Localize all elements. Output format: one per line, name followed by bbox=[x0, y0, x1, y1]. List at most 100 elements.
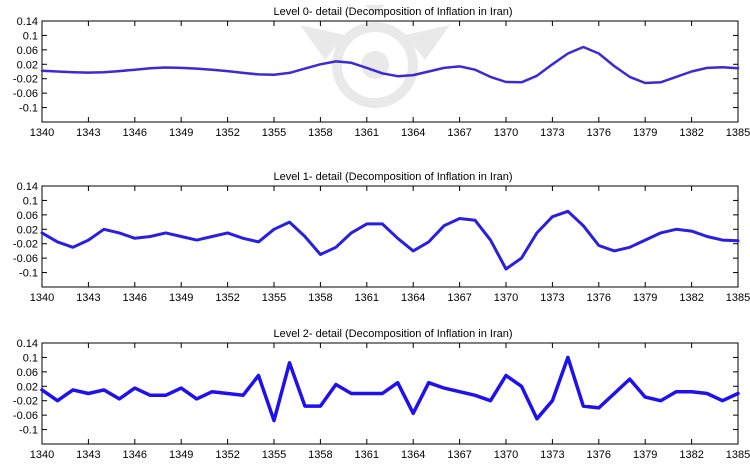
data-point bbox=[227, 232, 229, 234]
data-point bbox=[613, 65, 615, 67]
data-point bbox=[381, 223, 383, 225]
data-point bbox=[165, 394, 167, 396]
data-point bbox=[242, 237, 244, 239]
data-point bbox=[613, 393, 615, 394]
data-point bbox=[644, 239, 646, 241]
x-tick-label: 1382 bbox=[679, 449, 703, 461]
y-tick-label: 0.14 bbox=[17, 181, 38, 193]
data-point bbox=[567, 52, 569, 54]
data-point bbox=[335, 60, 337, 62]
y-tick-label: 0.1 bbox=[23, 195, 38, 207]
data-point bbox=[211, 391, 213, 393]
data-point bbox=[103, 228, 105, 230]
data-point bbox=[227, 393, 229, 394]
y-tick-label: -0.06 bbox=[13, 253, 38, 265]
data-point bbox=[474, 394, 476, 396]
y-tick-label: 0.14 bbox=[17, 16, 38, 28]
x-tick-label: 1376 bbox=[587, 292, 611, 304]
y-tick-label: 0.06 bbox=[17, 367, 38, 379]
x-tick-label: 1385 bbox=[726, 292, 750, 304]
data-point bbox=[582, 46, 584, 48]
x-tick-label: 1376 bbox=[587, 127, 611, 139]
data-point bbox=[412, 412, 414, 414]
data-point bbox=[675, 391, 677, 393]
data-point bbox=[412, 250, 414, 252]
data-point bbox=[737, 67, 739, 69]
x-tick-label: 1352 bbox=[215, 127, 239, 139]
data-point bbox=[675, 228, 677, 230]
data-point bbox=[134, 237, 136, 239]
data-point bbox=[56, 71, 58, 72]
data-point bbox=[737, 240, 739, 242]
y-tick-label: -0.1 bbox=[19, 268, 38, 280]
x-tick-label: 1367 bbox=[447, 449, 471, 461]
data-point bbox=[273, 74, 275, 76]
data-point bbox=[613, 250, 615, 252]
data-point bbox=[304, 68, 306, 70]
x-tick-label: 1343 bbox=[76, 292, 100, 304]
data-point bbox=[428, 71, 430, 72]
data-point bbox=[196, 239, 198, 241]
y-tick-label: -0.06 bbox=[13, 410, 38, 422]
y-tick-label: -0.1 bbox=[19, 103, 38, 115]
data-point bbox=[490, 239, 492, 241]
data-point bbox=[304, 405, 306, 407]
y-tick-label: -0.1 bbox=[19, 425, 38, 437]
data-point bbox=[103, 71, 105, 73]
y-tick-label: 0.02 bbox=[17, 381, 38, 393]
x-tick-label: 1352 bbox=[215, 449, 239, 461]
data-point bbox=[691, 230, 693, 232]
data-point bbox=[134, 69, 136, 71]
y-tick-label: -0.02 bbox=[13, 239, 38, 251]
chart-panel-1: Level 1- detail (Decomposition of Inflat… bbox=[13, 171, 750, 304]
data-point bbox=[165, 232, 167, 234]
data-point bbox=[350, 393, 352, 394]
data-point bbox=[211, 236, 213, 237]
x-tick-label: 1355 bbox=[262, 127, 286, 139]
series-line-0 bbox=[40, 355, 740, 423]
x-tick-label: 1349 bbox=[169, 127, 193, 139]
data-point bbox=[118, 70, 120, 72]
data-point bbox=[41, 389, 43, 391]
x-tick-label: 1364 bbox=[401, 292, 425, 304]
data-point bbox=[490, 76, 492, 78]
data-point bbox=[397, 382, 399, 384]
data-point bbox=[288, 72, 290, 74]
data-point bbox=[629, 246, 631, 248]
data-point bbox=[536, 418, 538, 420]
x-tick-label: 1385 bbox=[726, 449, 750, 461]
x-tick-label: 1343 bbox=[76, 127, 100, 139]
chart-panel-2: Level 2- detail (Decomposition of Inflat… bbox=[13, 328, 750, 461]
data-point bbox=[103, 389, 105, 391]
data-point bbox=[242, 72, 244, 74]
data-point bbox=[56, 400, 58, 402]
data-point bbox=[72, 246, 74, 248]
data-point bbox=[180, 236, 182, 237]
data-point bbox=[288, 362, 290, 364]
data-point bbox=[335, 246, 337, 248]
data-point bbox=[505, 268, 507, 270]
data-point bbox=[691, 391, 693, 393]
x-tick-label: 1370 bbox=[494, 127, 518, 139]
y-tick-label: 0.02 bbox=[17, 224, 38, 236]
data-point bbox=[56, 241, 58, 243]
data-point bbox=[490, 400, 492, 402]
data-point bbox=[443, 387, 445, 389]
data-point bbox=[319, 254, 321, 256]
data-point bbox=[41, 232, 43, 234]
data-point bbox=[258, 73, 260, 75]
data-point bbox=[273, 228, 275, 230]
data-point bbox=[72, 389, 74, 391]
data-point bbox=[660, 232, 662, 234]
data-point bbox=[598, 52, 600, 54]
x-tick-label: 1358 bbox=[308, 292, 332, 304]
data-point bbox=[366, 223, 368, 225]
data-point bbox=[459, 391, 461, 393]
x-tick-label: 1379 bbox=[633, 449, 657, 461]
x-tick-label: 1364 bbox=[401, 449, 425, 461]
data-point bbox=[520, 81, 522, 83]
x-tick-label: 1373 bbox=[540, 449, 564, 461]
data-point bbox=[258, 374, 260, 376]
data-point bbox=[118, 232, 120, 234]
